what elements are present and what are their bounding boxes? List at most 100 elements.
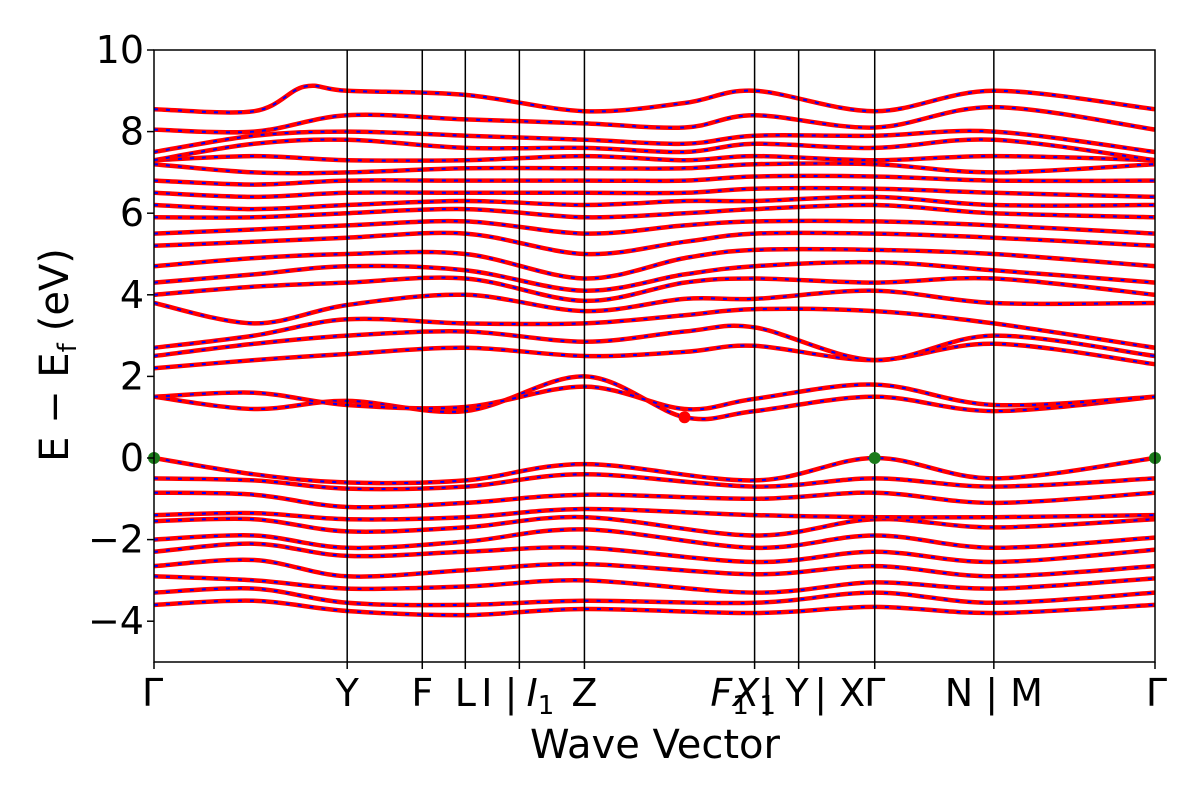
band-3-dashed-line [153, 575, 1156, 594]
band-7-dashed-line [153, 516, 1156, 537]
band-2 [153, 586, 1156, 608]
y-tick-label: 0 [120, 436, 144, 480]
band-10-dashed-line [153, 473, 1156, 491]
band-1-dashed-line [153, 599, 1156, 617]
band-23 [153, 202, 1156, 220]
y-axis-title: E − Ef (eV) [32, 248, 83, 462]
band-24-line [153, 194, 1156, 212]
y-tick-label: 2 [120, 354, 144, 398]
band-9 [153, 490, 1156, 510]
band-18 [153, 275, 1156, 304]
kpath-divider-lines [346, 50, 995, 662]
band-1 [153, 598, 1156, 618]
band-17-dashed-line [153, 289, 1156, 325]
x-tick-label: L [455, 671, 476, 715]
y-tick-label: 10 [96, 28, 144, 72]
band-13-line [153, 382, 1156, 412]
band-30 [153, 128, 1156, 155]
band-21-line [153, 230, 1156, 257]
band-18-dashed-line [153, 276, 1156, 302]
band-8 [153, 506, 1156, 522]
band-4 [153, 557, 1156, 579]
vbm-marker-gamma [868, 452, 881, 464]
band-9-dashed-line [153, 491, 1156, 509]
band-16 [153, 306, 1156, 351]
y-axis-title-main: E − E [32, 352, 78, 462]
band-21 [153, 230, 1156, 257]
band-2-dashed-line [153, 587, 1156, 607]
y-tick-label: 4 [120, 273, 144, 317]
band-14-dashed-line [153, 342, 1156, 370]
y-tick-label: 8 [120, 110, 144, 154]
x-tick-label: Γ [142, 671, 163, 715]
y-tick-label: −4 [88, 599, 144, 643]
band-26-line [153, 173, 1156, 187]
y-tick-label: 6 [120, 191, 144, 235]
x-tick-label: I | [481, 671, 517, 716]
band-32 [153, 83, 1156, 115]
band-26 [153, 173, 1156, 187]
band-8-line [153, 506, 1156, 522]
x-tick-label: Γ [1146, 671, 1167, 715]
band-19 [153, 259, 1156, 293]
band-29 [153, 137, 1156, 163]
x-tick-label: N | M [945, 671, 1043, 716]
band-15 [153, 323, 1156, 363]
band-20 [153, 246, 1156, 281]
band-31 [153, 104, 1156, 135]
band-9-line [153, 490, 1156, 510]
band-30-line [153, 128, 1156, 155]
band-27 [153, 161, 1156, 176]
band-25 [153, 185, 1156, 200]
x-tick-label: F1 [710, 671, 748, 721]
band-10 [153, 472, 1156, 492]
band-3 [153, 574, 1156, 595]
band-6 [153, 527, 1156, 551]
band-27-line [153, 161, 1156, 176]
x-tick-label: | X [814, 671, 865, 716]
extrema-markers [148, 411, 1161, 464]
band-19-dashed-line [153, 261, 1156, 292]
band-29-line [153, 137, 1156, 163]
band-11 [153, 455, 1156, 486]
band-8-dashed-line [153, 507, 1156, 521]
band-23-line [153, 202, 1156, 220]
band-31-dashed-line [153, 106, 1156, 134]
x-axis-title: Wave Vector [530, 722, 781, 768]
band-5-dashed-line [153, 542, 1156, 564]
band-3-line [153, 574, 1156, 595]
x-tick-label: I1 [527, 671, 555, 721]
band-24 [153, 194, 1156, 212]
band-20-dashed-line [153, 248, 1156, 280]
plot-frame [153, 49, 1156, 663]
band-28 [153, 153, 1156, 163]
x-tick-label: Z [571, 671, 597, 715]
band-17 [153, 288, 1156, 326]
band-13 [153, 382, 1156, 412]
y-axis-title-unit: (eV) [32, 248, 78, 331]
band-14 [153, 341, 1156, 371]
band-20-line [153, 246, 1156, 281]
band-6-line [153, 527, 1156, 551]
band-25-line [153, 185, 1156, 200]
x-tick-label: X1 [731, 671, 776, 721]
band-4-dashed-line [153, 558, 1156, 578]
band-22-line [153, 218, 1156, 236]
cbm-marker [678, 411, 691, 424]
band-31-line [153, 104, 1156, 135]
band-11-line [153, 455, 1156, 486]
x-tick-label: Y [335, 671, 360, 715]
band-6-dashed-line [153, 528, 1156, 549]
band-22 [153, 218, 1156, 236]
x-tick-label: F [411, 671, 433, 715]
band-7 [153, 514, 1156, 538]
y-axis-ticks: 10 8 6 4 2 0 −2 −4 [88, 28, 154, 643]
y-tick-label: −2 [88, 518, 144, 562]
x-tick-label: | Y [761, 671, 810, 716]
band-14-line [153, 341, 1156, 371]
bands-layer [153, 83, 1156, 618]
band-32-line [153, 83, 1156, 115]
y-axis-title-sub: f [53, 342, 83, 352]
